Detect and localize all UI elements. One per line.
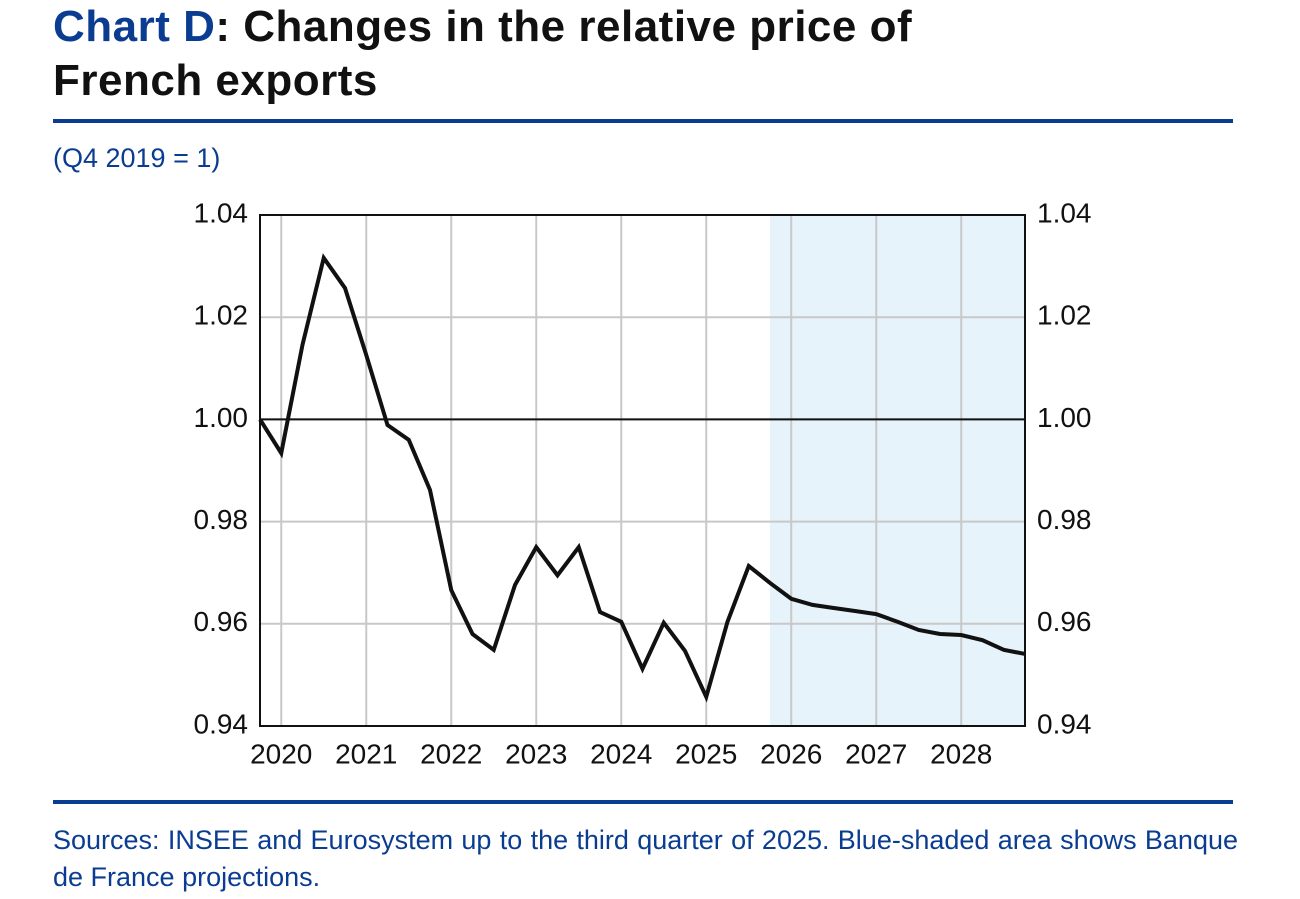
x-tick-label: 2026 <box>760 738 822 769</box>
y2-tick-label: 0.94 <box>1037 708 1092 739</box>
plot-frame <box>259 214 1026 727</box>
source-note: Sources: INSEE and Eurosystem up to the … <box>53 825 1238 892</box>
x-tick-label: 2024 <box>590 738 652 769</box>
divider <box>53 119 1233 123</box>
chart-title: Chart D: Changes in the relative price o… <box>53 0 1013 108</box>
data-line <box>258 253 1026 703</box>
y-tick-label: 0.96 <box>194 606 249 637</box>
y-tick-label: 1.04 <box>194 197 249 228</box>
y-tick-label: 0.98 <box>194 504 249 535</box>
y2-tick-label: 1.02 <box>1037 300 1092 331</box>
x-tick-label: 2028 <box>930 738 992 769</box>
y2-tick-label: 0.96 <box>1037 606 1092 637</box>
y2-tick-label: 1.00 <box>1037 402 1092 433</box>
y-tick-label: 0.94 <box>194 708 249 739</box>
title-text: : Changes in the relative price of Frenc… <box>53 2 913 105</box>
x-tick-label: 2023 <box>505 738 567 769</box>
x-tick-label: 2022 <box>420 738 482 769</box>
y2-tick-label: 0.98 <box>1037 504 1092 535</box>
y-tick-label: 1.00 <box>194 402 249 433</box>
title-prefix: Chart D <box>53 2 216 51</box>
x-tick-label: 2021 <box>335 738 397 769</box>
y2-tick-label: 1.04 <box>1037 197 1092 228</box>
subtitle: (Q4 2019 = 1) <box>53 143 221 173</box>
projection-shade <box>770 215 1025 726</box>
x-tick-label: 2025 <box>675 738 737 769</box>
x-tick-label: 2020 <box>250 738 312 769</box>
y-tick-label: 1.02 <box>194 300 249 331</box>
x-tick-label: 2027 <box>845 738 907 769</box>
divider <box>53 800 1233 804</box>
